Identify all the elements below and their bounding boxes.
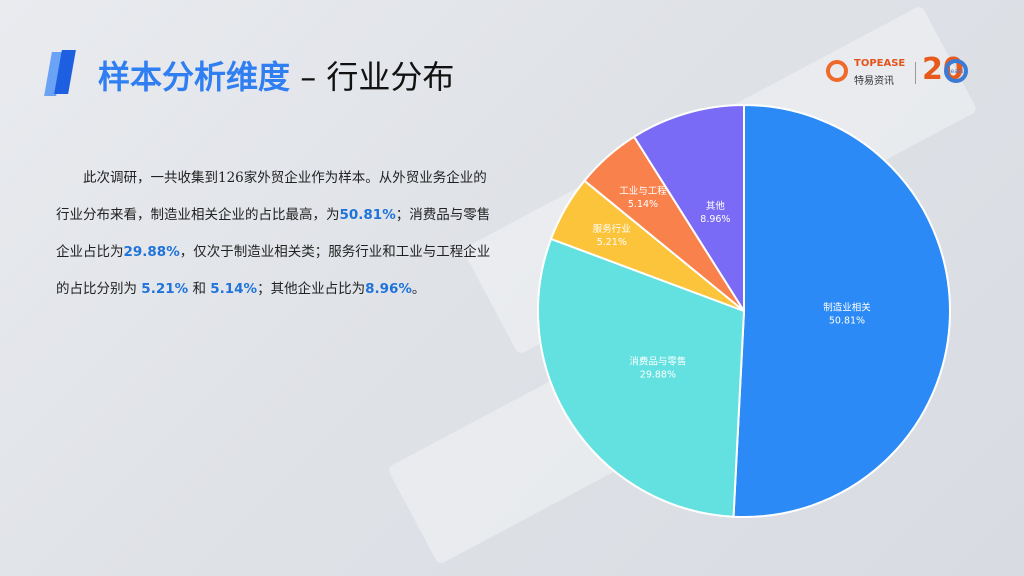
pie-label-4: 其他 — [706, 200, 726, 212]
desc-value: 8.96% — [365, 281, 412, 297]
topease-logo: TOPEASE 特易资讯 20 years — [826, 52, 976, 90]
desc-text: 和 — [192, 281, 206, 297]
logo-divider — [915, 62, 916, 84]
desc-value: 5.14% — [210, 281, 258, 297]
pie-slice-0 — [732, 103, 952, 518]
title-rest: – 行业分布 — [290, 58, 455, 96]
title-highlight: 样本分析维度 — [98, 58, 291, 96]
logo-brand: TOPEASE — [854, 58, 906, 69]
pie-label-2: 服务行业 — [593, 223, 631, 235]
pie-value-4: 8.96% — [700, 214, 730, 225]
pie-label-1: 消费品与零售 — [629, 356, 686, 368]
pie-label-0: 制造业相关 — [823, 302, 871, 314]
desc-text: ；消费品与零售企业占比为 — [56, 207, 491, 260]
logo-years: years — [947, 68, 964, 75]
pie-label-3: 工业与工程 — [619, 186, 667, 197]
pie-value-0: 50.81% — [829, 316, 865, 327]
desc-text: ；其他企业占比为 — [257, 281, 366, 297]
pie-slice-4 — [632, 103, 745, 315]
pie-slice-1 — [537, 237, 746, 518]
pie-value-2: 5.21% — [597, 237, 627, 248]
title-accent-bar — [44, 50, 76, 96]
logo-ring-icon — [826, 60, 848, 82]
desc-text: ，仅次于制造业相关类；服务行业和工业与工程企业的占比分别为 — [56, 244, 491, 297]
description-paragraph: 此次调研，一共收集到126家外贸企业作为样本。从外贸业务企业的行业分布来看，制造… — [56, 160, 496, 308]
industry-pie-chart: 制造业相关 50.81% 消费品与零售 29.88% 服务行业 5.21% 工业与工程 5.1… — [537, 103, 952, 518]
page-title: 样本分析维度 – 行业分布 — [98, 52, 454, 98]
desc-value: 29.88% — [123, 244, 180, 260]
logo-brand-cn: 特易资讯 — [854, 76, 894, 87]
anniversary-ring-icon — [944, 59, 968, 83]
desc-text: 此次调研，一共收集到126家外贸企业作为样本。从外贸业务企业的行业分布来看，制造… — [56, 170, 487, 223]
desc-value: 5.21% — [141, 281, 189, 297]
desc-text: 。 — [411, 281, 426, 297]
desc-value: 50.81% — [339, 207, 396, 223]
pie-value-3: 5.14% — [628, 199, 658, 210]
pie-value-1: 29.88% — [640, 370, 676, 381]
